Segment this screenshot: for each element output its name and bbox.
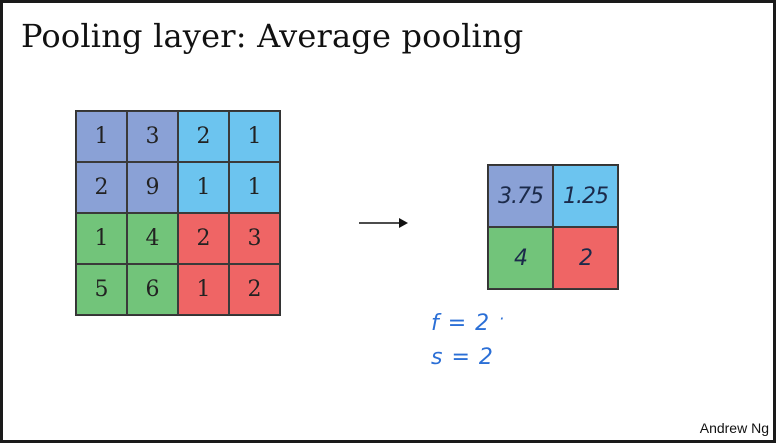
input-matrix-cell: 1 xyxy=(229,162,280,213)
output-matrix-cell: 4 xyxy=(488,227,553,289)
input-matrix-cell: 1 xyxy=(76,111,127,162)
input-matrix-cell: 5 xyxy=(76,264,127,315)
input-matrix-cell: 6 xyxy=(127,264,178,315)
output-matrix-cell: 1.25 xyxy=(553,165,618,227)
input-matrix-cell: 2 xyxy=(178,213,229,264)
output-matrix-cell: 2 xyxy=(553,227,618,289)
input-matrix-cell: 1 xyxy=(178,162,229,213)
input-matrix-cell: 1 xyxy=(229,111,280,162)
input-matrix-cell: 4 xyxy=(127,213,178,264)
output-matrix-cell: 3.75 xyxy=(488,165,553,227)
output-matrix: 3.75 1.25 4 2 xyxy=(487,164,619,290)
input-matrix-cell: 2 xyxy=(76,162,127,213)
input-matrix-cell: 2 xyxy=(229,264,280,315)
input-matrix-cell: 3 xyxy=(127,111,178,162)
right-arrow-icon xyxy=(359,218,408,228)
author-credit: Andrew Ng xyxy=(699,420,769,436)
input-matrix-cell: 1 xyxy=(76,213,127,264)
input-matrix-cell: 2 xyxy=(178,111,229,162)
input-matrix-cell: 3 xyxy=(229,213,280,264)
stride-annotation: s = 2 xyxy=(431,345,494,370)
annotation-dot: · xyxy=(499,309,506,328)
input-matrix-cell: 9 xyxy=(127,162,178,213)
filter-size-annotation: f = 2 xyxy=(431,311,491,336)
slide-title: Pooling layer: Average pooling xyxy=(21,17,524,55)
input-matrix-cell: 1 xyxy=(178,264,229,315)
